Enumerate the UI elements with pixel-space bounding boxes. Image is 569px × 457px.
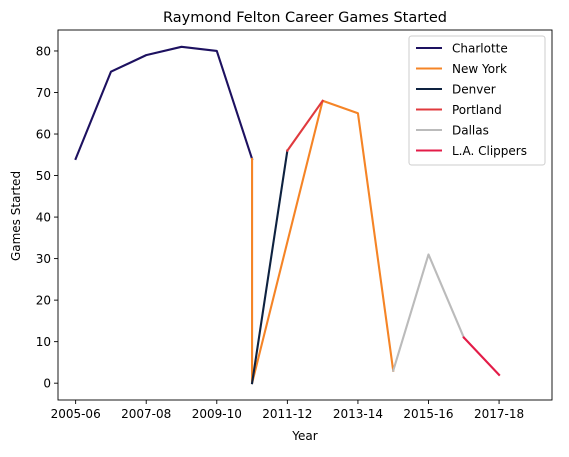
y-tick-label: 0 [43, 376, 51, 390]
y-axis-ticks: 0 10 20 30 40 50 60 70 80 [36, 44, 58, 390]
legend-label-dallas: Dallas [452, 123, 489, 137]
y-tick-label: 70 [36, 86, 51, 100]
legend-label-charlotte: Charlotte [452, 41, 508, 55]
x-tick-label: 2007-08 [121, 407, 171, 421]
y-tick-label: 40 [36, 210, 51, 224]
series-lines [74, 45, 501, 385]
series-line-dallas [391, 253, 466, 373]
x-tick-label: 2013-14 [333, 407, 383, 421]
plot-frame [57, 29, 553, 401]
legend-label-portland: Portland [452, 103, 502, 117]
y-tick-label: 60 [36, 127, 51, 141]
y-tick-label: 20 [36, 293, 51, 307]
y-axis-label: Games Started [9, 171, 23, 261]
x-axis-ticks: 2005-06 2007-08 2009-10 2011-12 2013-14 2015-… [51, 400, 524, 421]
legend-box [408, 35, 546, 166]
legend-label-l-a-clippers: L.A. Clippers [452, 144, 527, 158]
x-axis-label: Year [291, 429, 317, 443]
series-line-denver [250, 149, 289, 385]
x-tick-label: 2017-18 [474, 407, 524, 421]
chart-title: Raymond Felton Career Games Started [163, 10, 447, 26]
series-line-charlotte [74, 45, 254, 161]
legend: Charlotte New York Denver Portland Dallas L.A… [408, 35, 546, 166]
legend-label-new-york: New York [452, 62, 507, 76]
x-tick-label: 2011-12 [262, 407, 312, 421]
x-tick-label: 2009-10 [192, 407, 242, 421]
series-line-l-a-clippers [462, 336, 501, 377]
y-tick-label: 30 [36, 252, 51, 266]
x-tick-label: 2015-16 [403, 407, 453, 421]
y-tick-label: 80 [36, 44, 51, 58]
y-tick-label: 10 [36, 335, 51, 349]
series-line-portland [285, 99, 325, 153]
x-tick-label: 2005-06 [51, 407, 101, 421]
y-tick-label: 50 [36, 169, 51, 183]
legend-label-denver: Denver [452, 82, 496, 96]
